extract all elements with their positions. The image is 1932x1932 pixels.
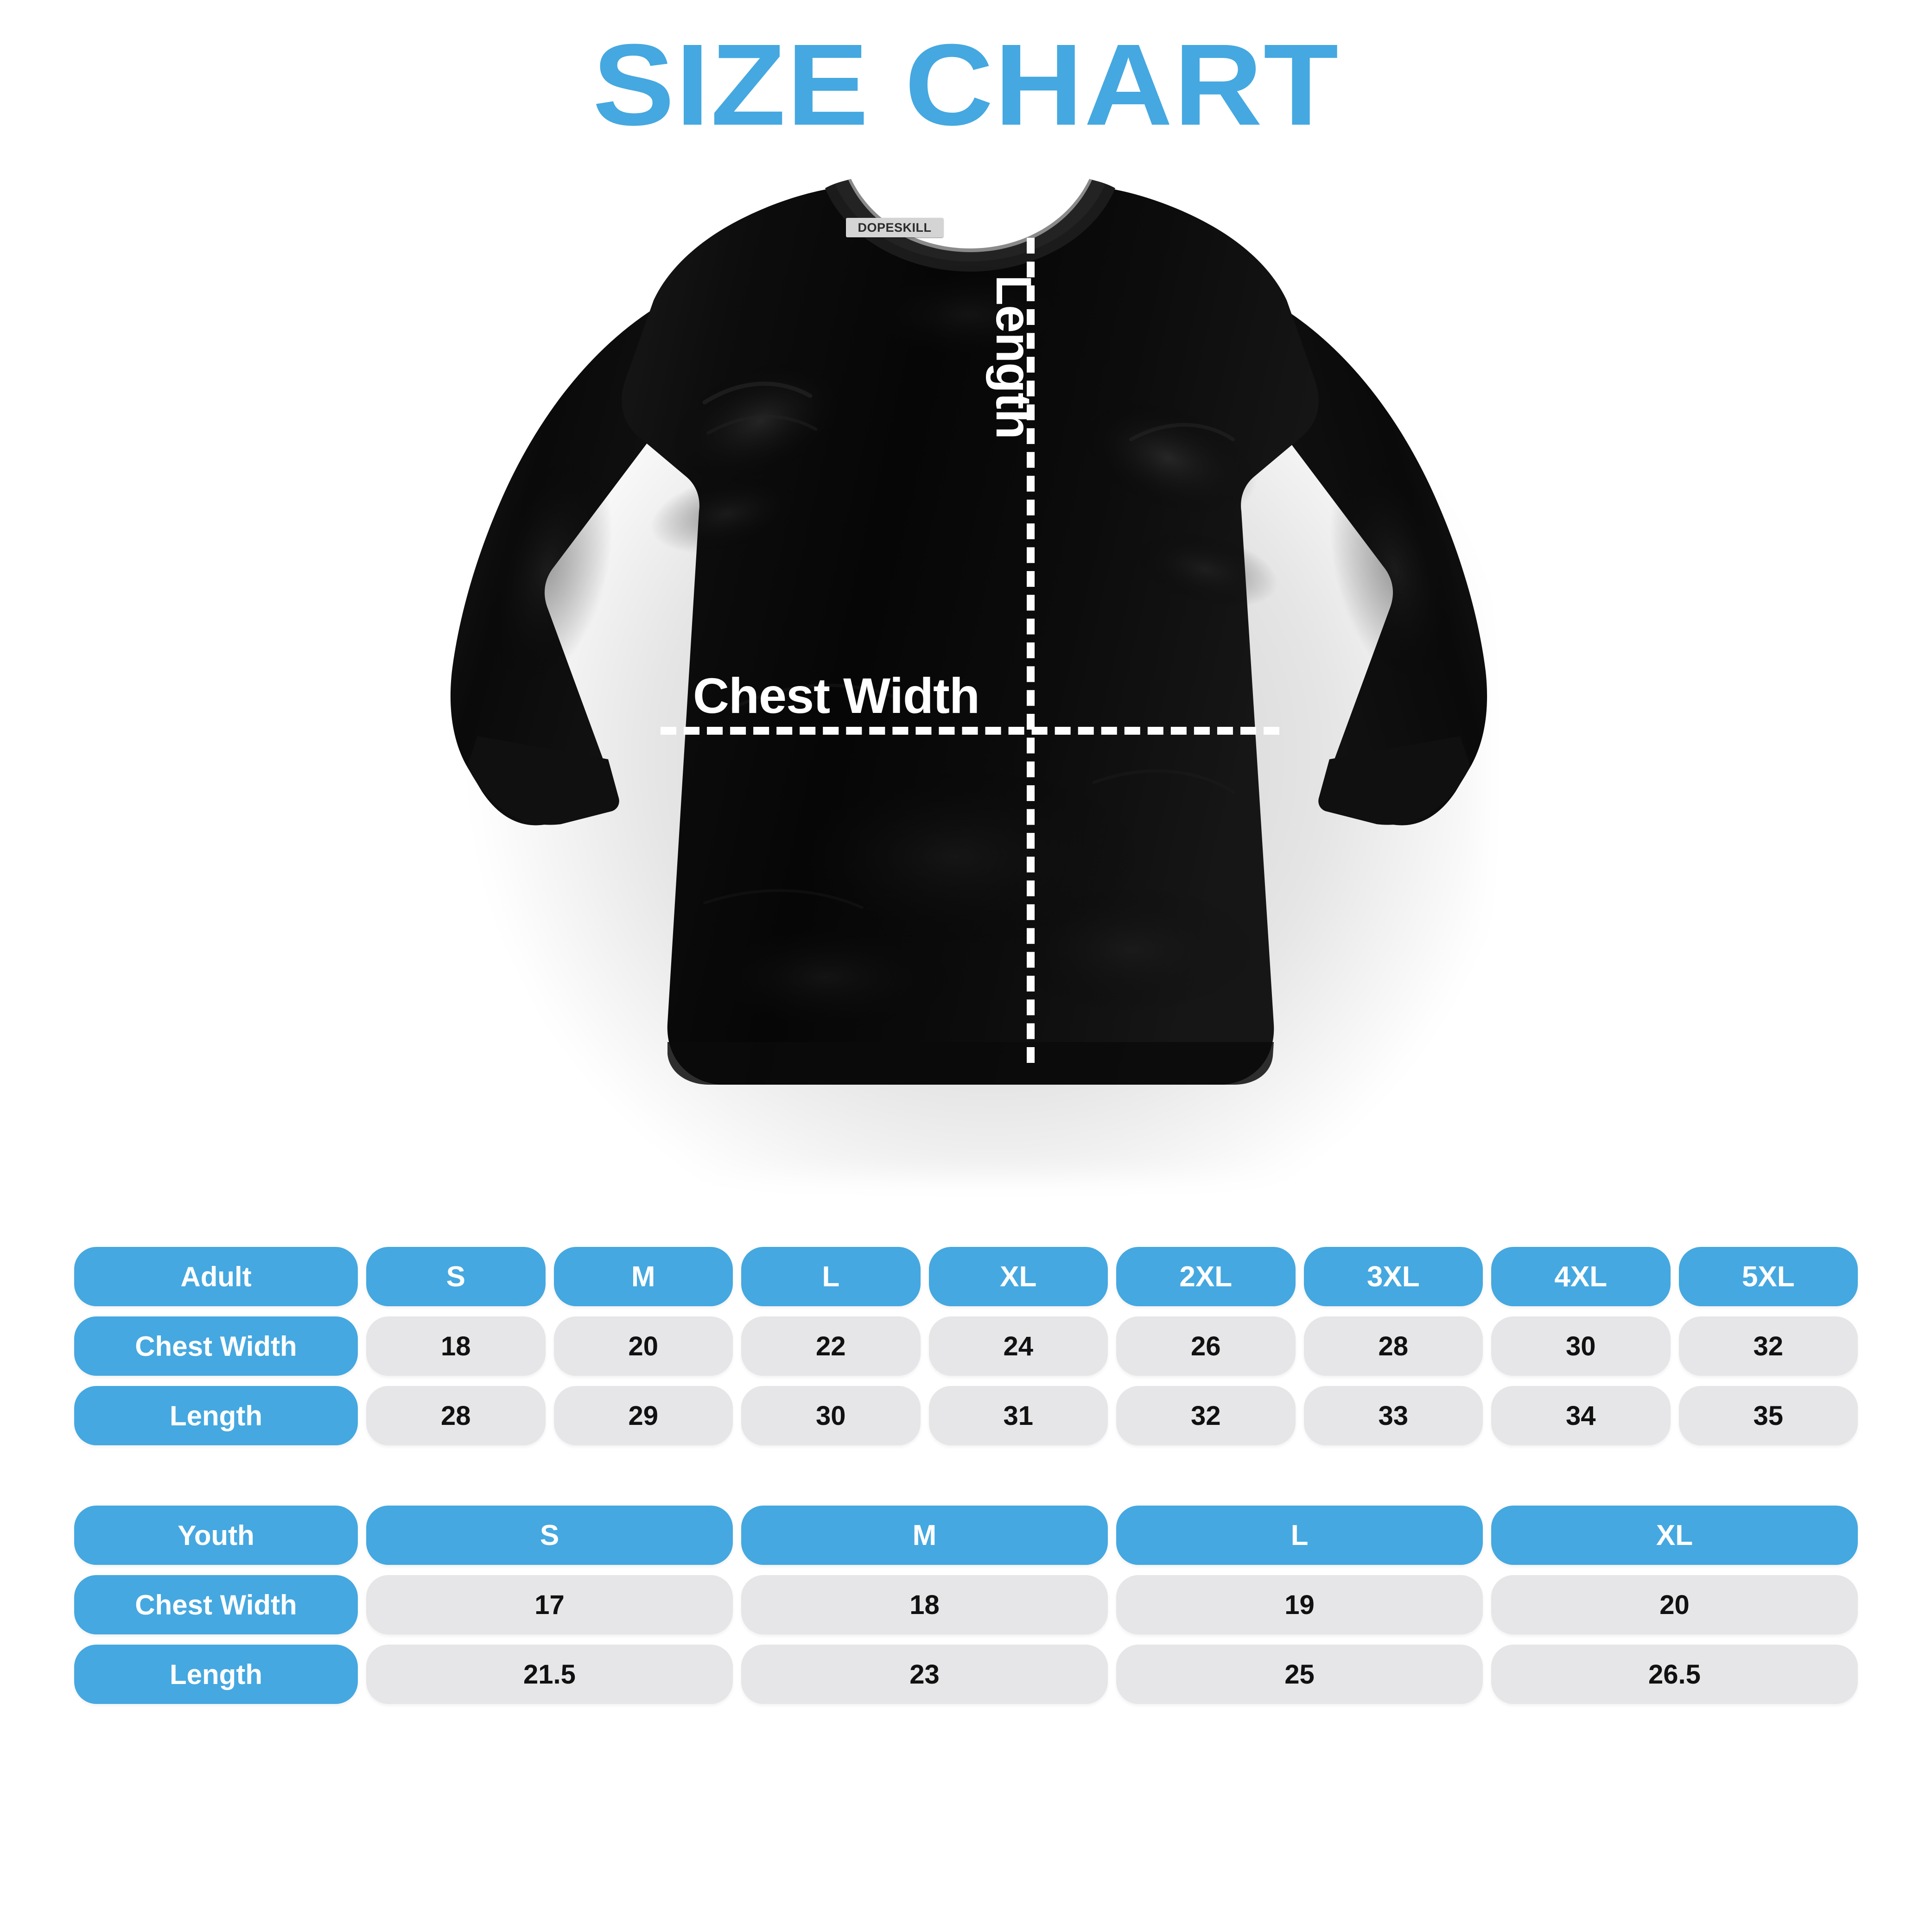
- adult-chest-width-s: 18: [366, 1316, 546, 1376]
- adult-length-4xl: 34: [1491, 1386, 1671, 1445]
- youth-length-xl: 26.5: [1491, 1645, 1858, 1704]
- adult-chest-width-label: Chest Width: [74, 1316, 358, 1376]
- adult-length-label: Length: [74, 1386, 358, 1445]
- adult-size-xl: XL: [928, 1247, 1108, 1306]
- adult-size-l: L: [741, 1247, 921, 1306]
- adult-length-2xl: 32: [1116, 1386, 1296, 1445]
- youth-chest-width-row: Chest Width 17 18 19 20: [0, 1575, 1932, 1634]
- adult-length-3xl: 33: [1303, 1386, 1483, 1445]
- adult-size-3xl: 3XL: [1303, 1247, 1483, 1306]
- chest-width-annotation: Chest Width: [693, 667, 980, 724]
- adult-length-s: 28: [366, 1386, 546, 1445]
- chest-width-dashed-line: [661, 727, 1279, 735]
- length-annotation: Length: [986, 275, 1042, 439]
- adult-size-table: Adult S M L XL 2XL 3XL 4XL 5XL Chest Wid…: [0, 1247, 1932, 1445]
- adult-length-m: 29: [553, 1386, 733, 1445]
- adult-length-l: 30: [741, 1386, 921, 1445]
- youth-size-m: M: [741, 1506, 1108, 1565]
- adult-table-title: Adult: [74, 1247, 358, 1306]
- youth-size-l: L: [1116, 1506, 1483, 1565]
- size-tables: Adult S M L XL 2XL 3XL 4XL 5XL Chest Wid…: [0, 1247, 1932, 1704]
- youth-chest-width-l: 19: [1116, 1575, 1483, 1634]
- adult-chest-width-m: 20: [553, 1316, 733, 1376]
- page-title: SIZE CHART: [592, 20, 1340, 149]
- length-dashed-line: [1027, 238, 1035, 1063]
- neck-brand-label: DOPESKILL: [846, 218, 943, 237]
- youth-chest-width-m: 18: [741, 1575, 1108, 1634]
- long-sleeve-shirt-graphic: [450, 179, 1487, 1085]
- adult-header-row: Adult S M L XL 2XL 3XL 4XL 5XL: [0, 1247, 1932, 1306]
- adult-chest-width-xl: 24: [928, 1316, 1108, 1376]
- youth-length-l: 25: [1116, 1645, 1483, 1704]
- youth-chest-width-xl: 20: [1491, 1575, 1858, 1634]
- adult-length-row: Length 28 29 30 31 32 33 34 35: [0, 1386, 1932, 1445]
- adult-chest-width-5xl: 32: [1678, 1316, 1858, 1376]
- product-illustration: DOPESKILL Chest Width Length: [0, 152, 1932, 1204]
- page-title-container: SIZE CHART: [0, 0, 1932, 143]
- adult-size-m: M: [553, 1247, 733, 1306]
- youth-size-s: S: [366, 1506, 733, 1565]
- youth-length-row: Length 21.5 23 25 26.5: [0, 1645, 1932, 1704]
- adult-size-2xl: 2XL: [1116, 1247, 1296, 1306]
- youth-header-row: Youth S M L XL: [0, 1506, 1932, 1565]
- youth-size-table: Youth S M L XL Chest Width 17 18 19 20 L…: [0, 1506, 1932, 1704]
- youth-chest-width-label: Chest Width: [74, 1575, 358, 1634]
- adult-chest-width-row: Chest Width 18 20 22 24 26 28 30 32: [0, 1316, 1932, 1376]
- youth-length-m: 23: [741, 1645, 1108, 1704]
- youth-length-s: 21.5: [366, 1645, 733, 1704]
- adult-chest-width-3xl: 28: [1303, 1316, 1483, 1376]
- adult-size-5xl: 5XL: [1678, 1247, 1858, 1306]
- youth-table-title: Youth: [74, 1506, 358, 1565]
- adult-chest-width-l: 22: [741, 1316, 921, 1376]
- shirt-stage: DOPESKILL Chest Width Length: [408, 161, 1530, 1195]
- adult-chest-width-2xl: 26: [1116, 1316, 1296, 1376]
- youth-chest-width-s: 17: [366, 1575, 733, 1634]
- adult-length-xl: 31: [928, 1386, 1108, 1445]
- adult-chest-width-4xl: 30: [1491, 1316, 1671, 1376]
- adult-size-4xl: 4XL: [1491, 1247, 1671, 1306]
- adult-length-5xl: 35: [1678, 1386, 1858, 1445]
- youth-size-xl: XL: [1491, 1506, 1858, 1565]
- adult-size-s: S: [366, 1247, 546, 1306]
- youth-length-label: Length: [74, 1645, 358, 1704]
- neck-brand-label-text: DOPESKILL: [858, 220, 932, 235]
